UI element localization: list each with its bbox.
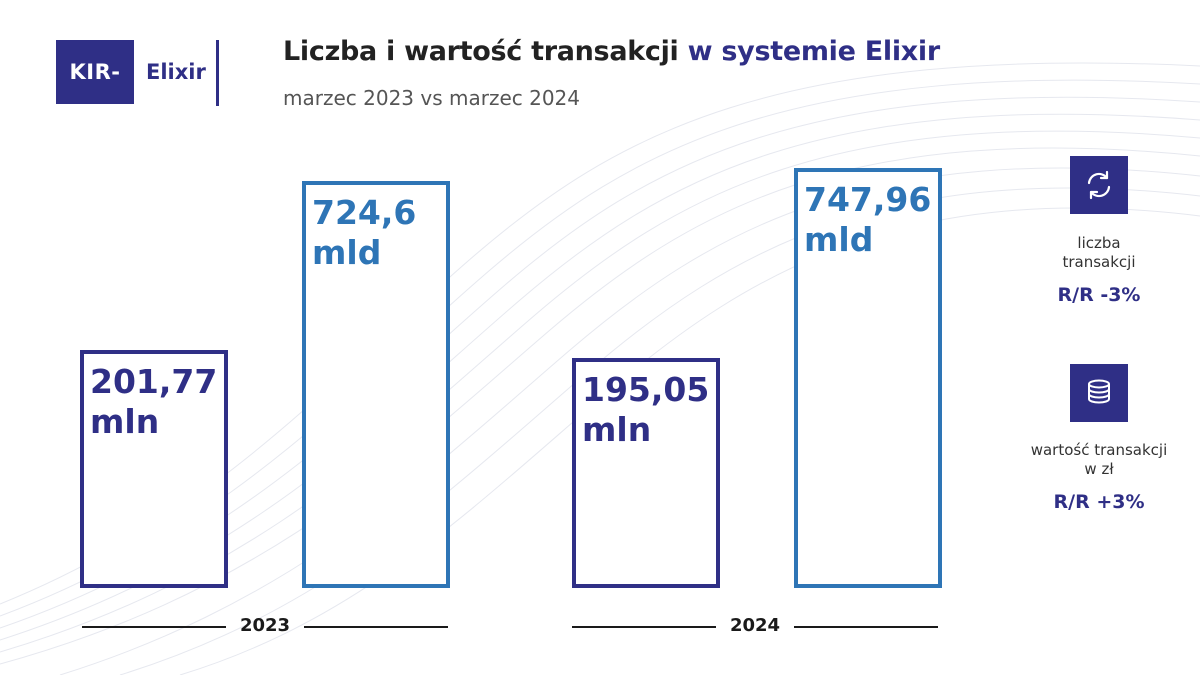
- axis-line-2024-left: [572, 626, 716, 628]
- sync-arrows-icon: [1070, 156, 1128, 214]
- bar-count-2023: [80, 350, 228, 588]
- title-highlight: w systemie Elixir: [687, 36, 941, 67]
- data-label-value-2023: 724,6 mld: [312, 193, 417, 272]
- category-label-2023: 2023: [239, 615, 291, 636]
- elixir-logo: Elixir: [146, 60, 206, 84]
- axis-line-2024-right: [794, 626, 938, 628]
- kpi-value-value: R/R +3%: [1053, 491, 1145, 513]
- data-label-count-2023: 201,77 mln: [90, 362, 218, 441]
- bar-count-2024: [572, 358, 720, 588]
- kpi-count-label: liczba transakcji: [1062, 234, 1136, 271]
- kpi-value-label: wartość transakcji w zł: [1030, 441, 1168, 478]
- bar-value-2023: [302, 181, 450, 588]
- title-main: Liczba i wartość transakcji: [283, 36, 679, 67]
- data-label-count-2024: 195,05 mln: [582, 370, 710, 449]
- axis-line-2023-right: [304, 626, 448, 628]
- data-label-value-2024: 747,96 mld: [804, 180, 932, 259]
- page-subtitle: marzec 2023 vs marzec 2024: [283, 86, 581, 110]
- logo-divider: [216, 40, 219, 106]
- kpi-count-value: R/R -3%: [1057, 284, 1141, 306]
- page-title: Liczba i wartość transakcji w systemie E…: [283, 36, 940, 67]
- kir-logo: KIR -: [56, 40, 134, 104]
- axis-line-2023-left: [82, 626, 226, 628]
- bar-value-2024: [794, 168, 942, 588]
- category-label-2024: 2024: [729, 615, 781, 636]
- coin-stack-icon: [1070, 364, 1128, 422]
